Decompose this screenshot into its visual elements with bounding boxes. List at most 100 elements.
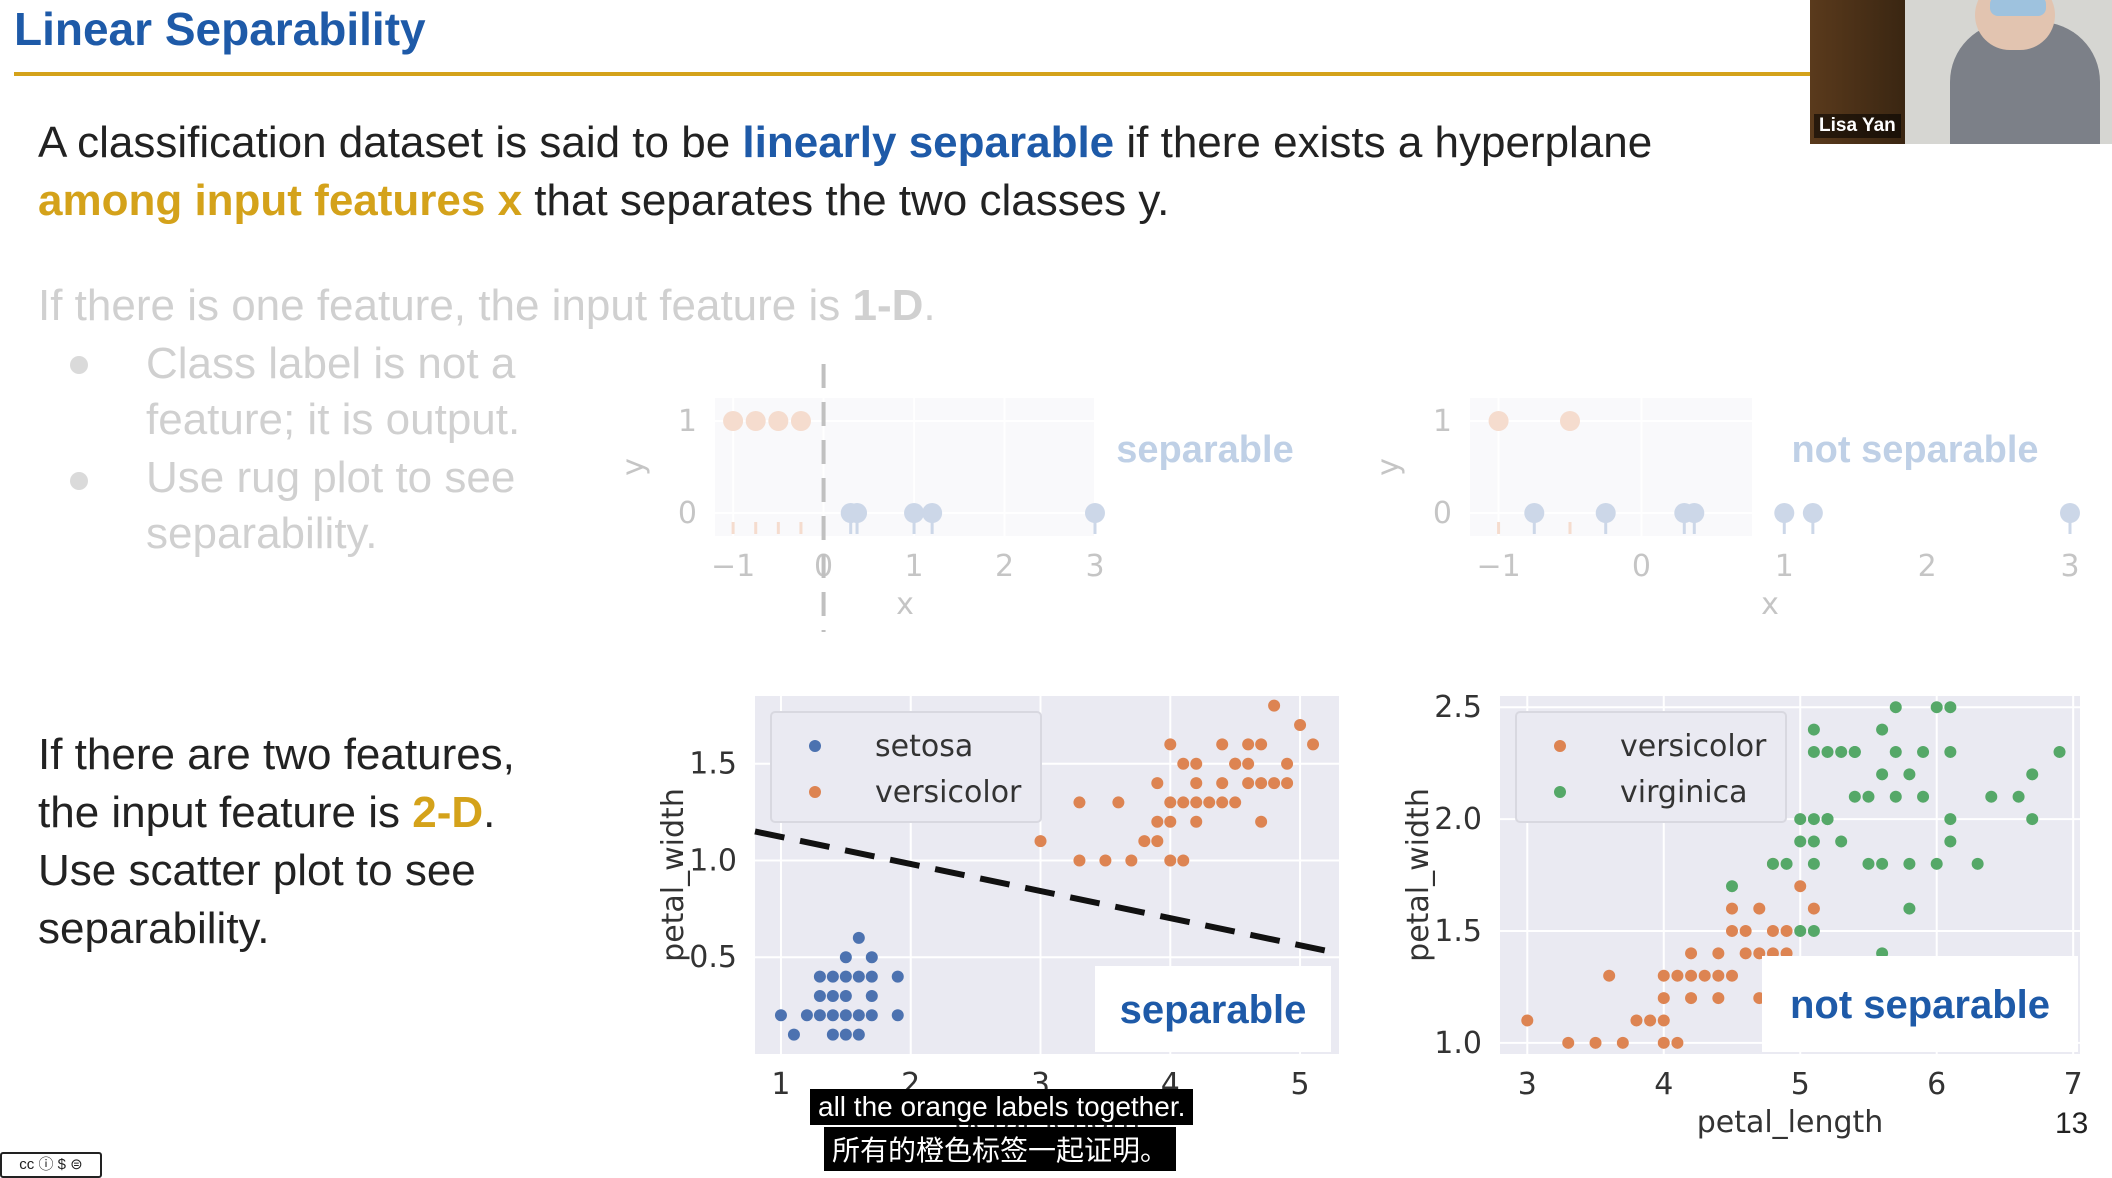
data-point-virginica (1835, 835, 1848, 848)
legend-box (770, 711, 1042, 823)
data-point-setosa (839, 1009, 852, 1022)
data-point-versicolor (1616, 1036, 1629, 1049)
data-point-versicolor (1685, 947, 1698, 960)
data-point-virginica (1917, 790, 1930, 803)
data-point-setosa (839, 989, 852, 1002)
data-point-versicolor (1255, 738, 1268, 751)
data-point-setosa (826, 989, 839, 1002)
bullet-marker (70, 472, 88, 490)
data-point-versicolor (1255, 815, 1268, 828)
x-tick-label: 5 (1791, 1067, 1810, 1102)
y-tick-label: 2.5 (1434, 690, 1482, 725)
data-point-blue (2060, 503, 2080, 523)
data-point-blue (1802, 503, 1823, 523)
data-point-virginica (1930, 857, 1943, 870)
data-point-orange (768, 411, 789, 431)
data-point-virginica (1917, 745, 1930, 758)
one-d-heading: If there is one feature, the input featu… (38, 280, 936, 332)
data-point-versicolor (1203, 796, 1216, 809)
x-tick-label: −1 (711, 549, 755, 584)
data-point-virginica (1862, 857, 1875, 870)
data-point-blue (922, 503, 943, 523)
data-point-versicolor (1294, 719, 1307, 732)
data-point-virginica (1821, 745, 1834, 758)
x-axis-label: x (896, 587, 914, 622)
data-point-blue (1085, 503, 1105, 523)
y-tick-label: 0.5 (689, 940, 737, 975)
data-point-versicolor (1073, 854, 1086, 867)
y-tick-label: 2.0 (1434, 802, 1482, 837)
data-point-versicolor (1726, 969, 1738, 982)
data-point-virginica (1807, 835, 1820, 848)
data-point-virginica (1807, 813, 1820, 826)
annotation-label: separable (1120, 988, 1307, 1032)
x-tick-label: 2 (1918, 549, 1937, 584)
x-tick-label: 2 (901, 1067, 920, 1102)
intro-text: A classification dataset is said to be (38, 118, 743, 167)
data-point-setosa (813, 970, 826, 983)
data-point-orange (1488, 411, 1509, 431)
data-point-versicolor (1726, 902, 1738, 915)
data-point-setosa (839, 970, 852, 983)
data-point-versicolor (1657, 1036, 1670, 1049)
data-point-setosa (787, 1028, 800, 1041)
x-tick-label: 1 (1775, 549, 1794, 584)
two-d-line-4: separability. (38, 904, 270, 953)
data-point-versicolor (1739, 947, 1752, 960)
data-point-versicolor (1685, 992, 1698, 1005)
one-d-term: 1-D (852, 281, 924, 330)
plot-area (715, 398, 1095, 536)
data-point-virginica (1944, 835, 1957, 848)
data-point-virginica (1889, 701, 1902, 714)
data-point-virginica (2053, 745, 2066, 758)
data-point-virginica (1876, 723, 1889, 736)
annotation-label: not separable (1791, 429, 2038, 471)
data-point-versicolor (1698, 969, 1711, 982)
data-point-virginica (1807, 857, 1820, 870)
x-axis-label: petal_length (1697, 1105, 1884, 1140)
data-point-orange (723, 411, 744, 431)
y-tick-label: 1.5 (689, 747, 737, 782)
participant-video-tile[interactable]: Lisa Yan (1810, 0, 2112, 144)
data-point-virginica (1889, 745, 1902, 758)
x-tick-label: 6 (1927, 1067, 1946, 1102)
y-tick-label: 1.5 (1434, 914, 1482, 949)
participant-face-mask (1990, 0, 2046, 16)
y-axis-label: petal_width (1401, 788, 1436, 962)
data-point-virginica (1862, 790, 1875, 803)
data-point-versicolor (1657, 969, 1670, 982)
data-point-versicolor (1164, 796, 1177, 809)
data-point-setosa (839, 951, 852, 964)
data-point-virginica (2026, 813, 2039, 826)
data-point-setosa (813, 1009, 826, 1022)
data-point-virginica (1903, 857, 1916, 870)
data-point-virginica (1794, 835, 1807, 848)
data-point-setosa (852, 1028, 865, 1041)
legend-marker-versicolor (1554, 740, 1566, 752)
data-point-versicolor (1589, 1036, 1602, 1049)
data-point-setosa (891, 1009, 904, 1022)
data-point-versicolor (1216, 777, 1229, 790)
annotation-background (1095, 405, 1315, 491)
slide-title: Linear Separability (14, 3, 426, 55)
data-point-versicolor (1712, 969, 1725, 982)
data-point-versicolor (1780, 924, 1793, 937)
data-point-setosa (865, 989, 878, 1002)
y-tick-label: 1.0 (689, 843, 737, 878)
data-point-virginica (1944, 701, 1957, 714)
x-tick-label: 7 (2064, 1067, 2083, 1102)
data-point-virginica (1807, 924, 1820, 937)
data-point-setosa (826, 1028, 839, 1041)
data-point-versicolor (1281, 777, 1294, 790)
data-point-setosa (865, 1009, 878, 1022)
page-number: 13 (2055, 1107, 2089, 1140)
data-point-blue (1684, 503, 1705, 523)
data-point-virginica (1944, 813, 1957, 826)
data-point-versicolor (1739, 924, 1752, 937)
data-point-virginica (1876, 857, 1889, 870)
data-point-versicolor (1242, 757, 1255, 770)
legend-marker-versicolor (809, 786, 821, 798)
data-point-versicolor (1190, 777, 1203, 790)
data-point-versicolor (1726, 924, 1738, 937)
legend-marker-setosa (809, 740, 821, 752)
